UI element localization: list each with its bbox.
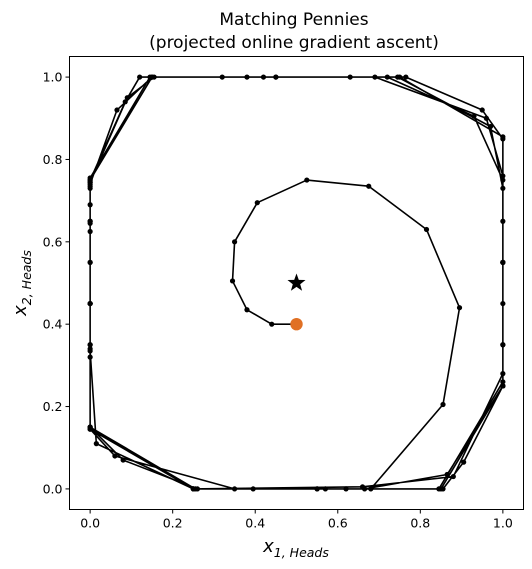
series-point bbox=[457, 305, 462, 310]
series-point bbox=[323, 486, 328, 491]
y-axis-label: x2, Heads bbox=[10, 250, 34, 317]
y-tick-label: 1.0 bbox=[43, 70, 63, 85]
series-point bbox=[451, 474, 456, 479]
series-point bbox=[114, 107, 119, 112]
y-axis-label-main: x bbox=[10, 305, 31, 317]
series-point bbox=[372, 74, 377, 79]
series-point bbox=[500, 134, 505, 139]
series-point bbox=[348, 74, 353, 79]
series-point bbox=[255, 200, 260, 205]
series-point bbox=[232, 486, 237, 491]
series-point bbox=[88, 184, 93, 189]
series-point bbox=[220, 74, 225, 79]
series-point bbox=[480, 107, 485, 112]
series-point bbox=[88, 355, 93, 360]
series-point bbox=[149, 74, 154, 79]
series-point bbox=[88, 260, 93, 265]
series-point bbox=[88, 342, 93, 347]
series-point bbox=[94, 441, 99, 446]
chart-title: Matching Pennies bbox=[219, 10, 368, 30]
series-point bbox=[403, 74, 408, 79]
series-point bbox=[500, 342, 505, 347]
x-tick-label: 0.0 bbox=[80, 516, 100, 531]
series-point bbox=[500, 371, 505, 376]
series-point bbox=[273, 74, 278, 79]
series-point bbox=[251, 486, 256, 491]
series-point bbox=[343, 486, 348, 491]
x-tick-label: 0.4 bbox=[245, 516, 265, 531]
series-point bbox=[385, 74, 390, 79]
series-point bbox=[500, 301, 505, 306]
x-axis-ticks: 0.0 0.2 0.4 0.6 0.8 1.0 bbox=[80, 510, 513, 531]
x-axis-label-sub: 1, Heads bbox=[274, 545, 330, 560]
series-point bbox=[244, 74, 249, 79]
x-tick-label: 1.0 bbox=[493, 516, 513, 531]
y-axis-ticks: 0.0 0.2 0.4 0.6 0.8 1.0 bbox=[43, 70, 70, 497]
x-tick-label: 0.2 bbox=[163, 516, 183, 531]
series-point bbox=[424, 227, 429, 232]
series-point bbox=[500, 383, 505, 388]
y-axis-label-sub: 2, Heads bbox=[19, 250, 34, 306]
series-point bbox=[461, 460, 466, 465]
equilibrium-star bbox=[287, 274, 305, 291]
series-point bbox=[360, 484, 365, 489]
series-point bbox=[438, 486, 443, 491]
series-point bbox=[88, 229, 93, 234]
y-tick-label: 0.8 bbox=[43, 152, 63, 167]
series-point bbox=[484, 116, 489, 121]
series-point bbox=[471, 114, 476, 119]
series-point bbox=[488, 124, 493, 129]
x-tick-label: 0.8 bbox=[410, 516, 430, 531]
series-point bbox=[440, 402, 445, 407]
x-tick-label: 0.6 bbox=[328, 516, 348, 531]
series-point bbox=[88, 202, 93, 207]
series-point bbox=[88, 301, 93, 306]
start-point bbox=[290, 318, 302, 330]
annotation-layer bbox=[287, 274, 305, 331]
series-point bbox=[191, 486, 196, 491]
chart-subtitle: (projected online gradient ascent) bbox=[149, 33, 439, 53]
series-point bbox=[397, 74, 402, 79]
series-point bbox=[315, 486, 320, 491]
series-point bbox=[500, 186, 505, 191]
series-point bbox=[88, 348, 93, 353]
series-point bbox=[368, 486, 373, 491]
series-point bbox=[261, 74, 266, 79]
series-point bbox=[500, 260, 505, 265]
y-tick-label: 0.4 bbox=[43, 317, 63, 332]
series-point bbox=[88, 219, 93, 224]
series-point bbox=[123, 99, 128, 104]
series-point bbox=[230, 278, 235, 283]
y-tick-label: 0.2 bbox=[43, 399, 63, 414]
series-point bbox=[112, 453, 117, 458]
series-point bbox=[88, 177, 93, 182]
series-point bbox=[366, 184, 371, 189]
y-tick-label: 0.0 bbox=[43, 481, 63, 496]
series-point bbox=[445, 472, 450, 477]
series-point bbox=[269, 322, 274, 327]
series-point bbox=[88, 425, 93, 430]
series-point bbox=[137, 74, 142, 79]
series-point bbox=[244, 307, 249, 312]
y-tick-label: 0.6 bbox=[43, 234, 63, 249]
series-point bbox=[121, 457, 126, 462]
series-point bbox=[500, 173, 505, 178]
series-point bbox=[500, 219, 505, 224]
series-point bbox=[304, 177, 309, 182]
x-axis-label-main: x bbox=[262, 536, 274, 557]
x-axis-label: x1, Heads bbox=[262, 536, 329, 560]
series-point bbox=[232, 239, 237, 244]
